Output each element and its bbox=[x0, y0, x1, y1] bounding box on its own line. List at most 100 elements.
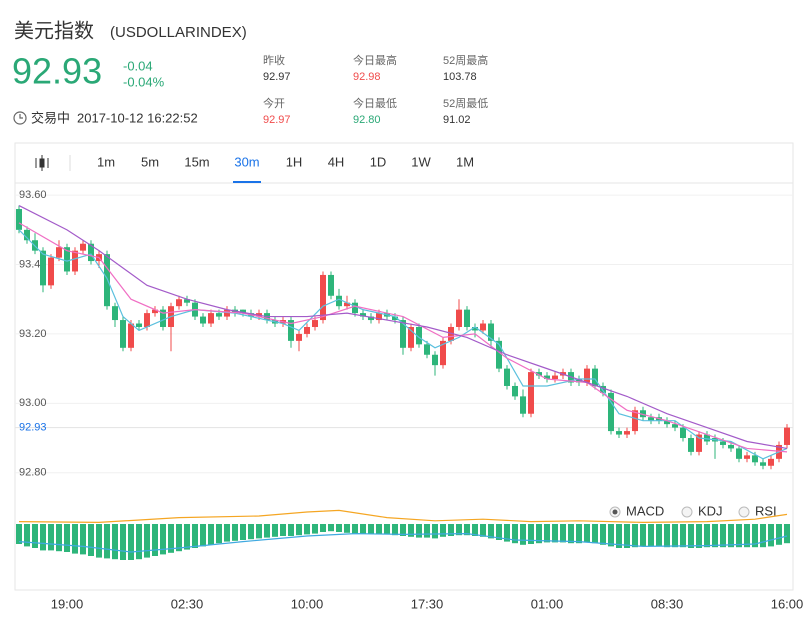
candle-body bbox=[768, 458, 774, 466]
interval-tab[interactable]: 15m bbox=[184, 154, 209, 169]
macd-bar bbox=[256, 524, 262, 539]
interval-tab[interactable]: 4H bbox=[328, 154, 345, 169]
interval-tab[interactable]: 1W bbox=[411, 154, 431, 169]
candle-body bbox=[392, 316, 398, 321]
candle-body bbox=[328, 274, 334, 296]
candle-body bbox=[144, 313, 150, 327]
macd-bar bbox=[16, 524, 22, 544]
candle-body bbox=[80, 243, 86, 251]
macd-bar bbox=[416, 524, 422, 538]
macd-line bbox=[18, 509, 788, 524]
macd-bar bbox=[736, 524, 742, 548]
interval-tab[interactable]: 1M bbox=[456, 154, 474, 169]
macd-bar bbox=[312, 524, 318, 534]
macd-bar bbox=[448, 524, 454, 536]
macd-bar bbox=[600, 524, 606, 545]
macd-bar bbox=[304, 524, 310, 535]
candle-body bbox=[176, 299, 182, 307]
macd-bar bbox=[528, 524, 534, 544]
macd-bar bbox=[272, 524, 278, 537]
candle-body bbox=[512, 385, 518, 397]
candle-body bbox=[472, 326, 478, 331]
candle-body bbox=[296, 333, 302, 341]
stat-label: 今日最低 bbox=[353, 96, 397, 110]
macd-bar bbox=[104, 524, 110, 559]
status: 交易中 bbox=[31, 110, 70, 125]
macd-bar bbox=[744, 524, 750, 548]
indicator-label[interactable]: RSI bbox=[755, 503, 777, 518]
candle-body bbox=[288, 320, 294, 341]
macd-bar bbox=[504, 524, 510, 542]
candle-body bbox=[440, 340, 446, 366]
price: 92.93 bbox=[12, 51, 102, 92]
macd-bar bbox=[168, 524, 174, 553]
macd-bar bbox=[200, 524, 206, 547]
macd-line bbox=[18, 532, 788, 553]
interval-tab[interactable]: 30m bbox=[234, 154, 259, 169]
code: (USDOLLARINDEX) bbox=[110, 24, 247, 41]
y-tick-label: 93.20 bbox=[19, 328, 47, 340]
interval-tab[interactable]: 1H bbox=[286, 154, 303, 169]
candle-body bbox=[312, 320, 318, 327]
candle-body bbox=[744, 455, 750, 459]
candle-body bbox=[600, 385, 606, 393]
macd-bar bbox=[768, 524, 774, 547]
macd-bar bbox=[632, 524, 638, 548]
candle-body bbox=[136, 323, 142, 327]
candle-body bbox=[304, 326, 310, 334]
interval-tab[interactable]: 1m bbox=[97, 154, 115, 169]
macd-bar bbox=[568, 524, 574, 544]
macd-bar bbox=[352, 524, 358, 534]
y-tick-label: 93.00 bbox=[19, 397, 47, 409]
x-tick-label: 17:30 bbox=[411, 596, 444, 611]
indicator-label[interactable]: MACD bbox=[626, 503, 664, 518]
macd-bar bbox=[456, 524, 462, 536]
macd-bar bbox=[664, 524, 670, 548]
candle-body bbox=[632, 410, 638, 432]
x-tick-label: 08:30 bbox=[651, 596, 684, 611]
clock-icon bbox=[13, 111, 27, 125]
macd-bar bbox=[624, 524, 630, 548]
timestamp: 2017-10-12 16:22:52 bbox=[77, 110, 198, 125]
macd-bar bbox=[344, 524, 350, 533]
macd-bar bbox=[400, 524, 406, 536]
candle-body bbox=[320, 274, 326, 321]
interval-tab[interactable]: 5m bbox=[141, 154, 159, 169]
macd-bar bbox=[224, 524, 230, 542]
candle-body bbox=[528, 372, 534, 414]
macd-bar bbox=[128, 524, 134, 560]
macd-bar bbox=[360, 524, 366, 534]
macd-bar bbox=[496, 524, 502, 540]
candle-body bbox=[520, 396, 526, 414]
macd-bar bbox=[440, 524, 446, 537]
indicator-radio[interactable] bbox=[681, 506, 693, 518]
candle-body bbox=[488, 323, 494, 341]
candle-body bbox=[224, 309, 230, 317]
candle-body bbox=[368, 316, 374, 321]
stat-value: 92.98 bbox=[353, 71, 381, 83]
macd-bar bbox=[192, 524, 198, 548]
candle-body bbox=[376, 313, 382, 321]
change: -0.04 bbox=[123, 58, 153, 73]
candle-body bbox=[48, 257, 54, 286]
macd-bar bbox=[376, 524, 382, 535]
macd-bar bbox=[32, 524, 38, 548]
candle-body bbox=[240, 309, 246, 314]
macd-bar bbox=[96, 524, 102, 558]
candle-body bbox=[64, 247, 70, 272]
candle-body bbox=[784, 427, 790, 445]
macd-bar bbox=[56, 524, 62, 552]
candle-body bbox=[464, 309, 470, 327]
macd-bar bbox=[584, 524, 590, 543]
macd-bar bbox=[368, 524, 374, 534]
macd-bar bbox=[48, 524, 54, 551]
indicator-radio[interactable] bbox=[738, 506, 750, 518]
interval-tab[interactable]: 1D bbox=[370, 154, 387, 169]
macd-bar bbox=[776, 524, 782, 545]
macd-bar bbox=[160, 524, 166, 555]
macd-bar bbox=[480, 524, 486, 537]
candle-type-icon[interactable] bbox=[35, 155, 49, 171]
macd-bar bbox=[552, 524, 558, 543]
indicator-label[interactable]: KDJ bbox=[698, 503, 723, 518]
candle-body bbox=[432, 354, 438, 366]
